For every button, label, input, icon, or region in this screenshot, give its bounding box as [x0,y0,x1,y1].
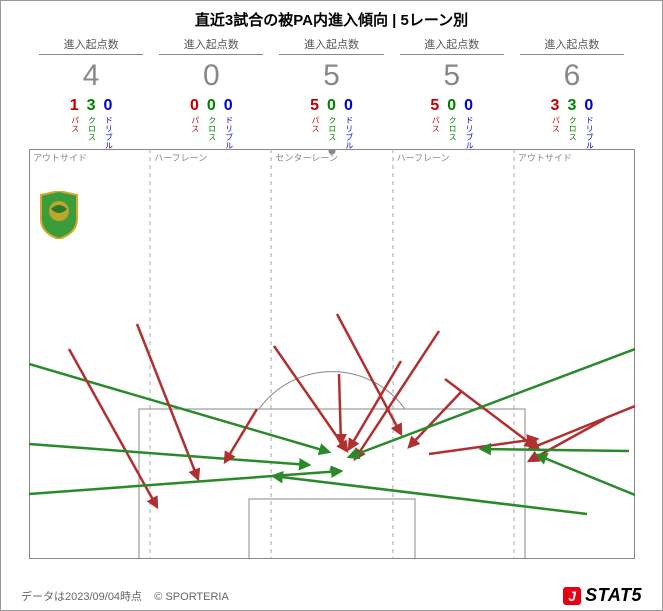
lane-label: ハーフレーン [150,151,271,164]
stat-breakdown: 3 パス 3 クロス 0 ドリブル [512,98,632,156]
brand-text: STAT5 [585,585,642,606]
lane-label: アウトサイド [29,151,150,164]
stat-divider [159,54,263,55]
pass-count: 5 [310,98,319,114]
pass-label: パス [190,116,199,133]
pass-count: 3 [551,98,560,114]
brand-j-icon: J [563,587,581,605]
stat-breakdown: 1 パス 3 クロス 0 ドリブル [31,98,151,156]
breakdown-dribble: 0 ドリブル [344,98,353,150]
stat-column: 進入起点数 6 3 パス 3 クロス 0 ドリブル [512,36,632,156]
pass-label: パス [70,116,79,133]
dribble-label: ドリブル [584,116,593,150]
dribble-count: 0 [104,98,113,114]
copyright: © SPORTERIA [154,591,229,603]
stat-divider [400,54,504,55]
stat-total: 0 [151,59,271,92]
pitch-area: アウトサイドハーフレーンセンターレーンハーフレーンアウトサイド [29,149,635,559]
cross-label: クロス [327,116,336,142]
stat-column: 進入起点数 5 5 パス 0 クロス 0 ドリブル [392,36,512,156]
breakdown-cross: 0 クロス [327,98,336,150]
dribble-label: ドリブル [344,116,353,150]
pass-count: 0 [190,98,199,114]
cross-count: 0 [327,98,336,114]
dribble-count: 0 [584,98,593,114]
dribble-label: ドリブル [224,116,233,150]
stat-header: 進入起点数 [271,36,391,52]
lane-labels-row: アウトサイドハーフレーンセンターレーンハーフレーンアウトサイド [29,151,635,164]
dribble-count: 0 [464,98,473,114]
dribble-count: 0 [224,98,233,114]
stat-column: 進入起点数 4 1 パス 3 クロス 0 ドリブル [31,36,151,156]
cross-count: 3 [567,98,576,114]
dribble-label: ドリブル [464,116,473,150]
stat-header: 進入起点数 [31,36,151,52]
pass-label: パス [310,116,319,133]
pass-label: パス [551,116,560,133]
stat-total: 6 [512,59,632,92]
cross-count: 0 [447,98,456,114]
data-note: データは2023/09/04時点 [21,591,142,603]
breakdown-pass: 0 パス [190,98,199,150]
stat-header: 進入起点数 [151,36,271,52]
cross-label: クロス [207,116,216,142]
cross-count: 0 [207,98,216,114]
breakdown-dribble: 0 ドリブル [104,98,113,150]
breakdown-pass: 1 パス [70,98,79,150]
pass-label: パス [430,116,439,133]
footer: データは2023/09/04時点 © SPORTERIA J STAT5 [1,585,662,606]
breakdown-dribble: 0 ドリブル [464,98,473,150]
stat-breakdown: 0 パス 0 クロス 0 ドリブル [151,98,271,156]
breakdown-cross: 3 クロス [567,98,576,150]
cross-label: クロス [447,116,456,142]
breakdown-cross: 0 クロス [207,98,216,150]
cross-label: クロス [87,116,96,142]
footer-left: データは2023/09/04時点 © SPORTERIA [21,588,229,604]
breakdown-dribble: 0 ドリブル [224,98,233,150]
stats-row: 進入起点数 4 1 パス 3 クロス 0 ドリブル 進入起点数 0 0 パス [1,36,662,156]
stat-divider [39,54,143,55]
stat-breakdown: 5 パス 0 クロス 0 ドリブル [271,98,391,156]
dribble-count: 0 [344,98,353,114]
lane-label: センターレーン [271,151,392,164]
stat-total: 4 [31,59,151,92]
stat-breakdown: 5 パス 0 クロス 0 ドリブル [392,98,512,156]
cross-label: クロス [568,116,577,142]
stat-total: 5 [271,59,391,92]
team-crest-icon [39,191,79,239]
pass-count: 1 [70,98,79,114]
breakdown-cross: 0 クロス [447,98,456,150]
breakdown-dribble: 0 ドリブル [584,98,593,150]
cross-count: 3 [87,98,96,114]
breakdown-pass: 5 パス [310,98,319,150]
stat-header: 進入起点数 [392,36,512,52]
stat-total: 5 [392,59,512,92]
dribble-label: ドリブル [104,116,113,150]
breakdown-pass: 5 パス [430,98,439,150]
brand-logo: J STAT5 [563,585,642,606]
stat-divider [279,54,383,55]
pitch-svg [29,149,635,559]
pass-count: 5 [430,98,439,114]
stat-divider [520,54,624,55]
stat-column: 進入起点数 5 5 パス 0 クロス 0 ドリブル [271,36,391,156]
stat-column: 進入起点数 0 0 パス 0 クロス 0 ドリブル [151,36,271,156]
lane-label: ハーフレーン [393,151,514,164]
breakdown-cross: 3 クロス [87,98,96,150]
stat-header: 進入起点数 [512,36,632,52]
chart-title: 直近3試合の被PA内進入傾向 | 5レーン別 [1,1,662,36]
chart-container: 直近3試合の被PA内進入傾向 | 5レーン別 進入起点数 4 1 パス 3 クロ… [0,0,663,611]
lane-label: アウトサイド [514,151,635,164]
breakdown-pass: 3 パス [551,98,560,150]
